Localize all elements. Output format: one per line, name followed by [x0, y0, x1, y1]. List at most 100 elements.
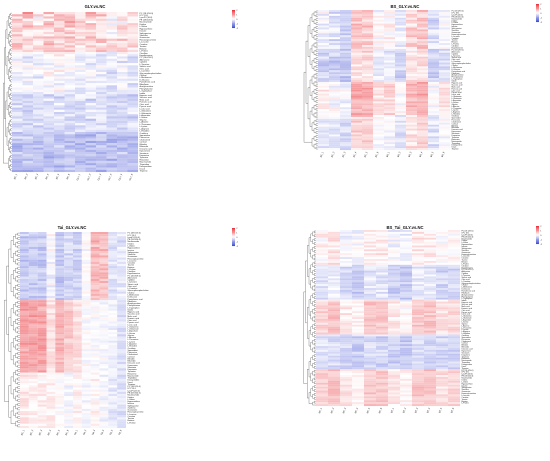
heatmap-cell	[373, 83, 385, 86]
heatmap-cell	[55, 281, 65, 284]
row-label: L-Valine	[128, 399, 136, 401]
heatmap-cell	[329, 25, 341, 28]
heatmap-cell	[81, 289, 91, 292]
heatmap-cell	[75, 94, 86, 97]
heatmap-cell	[117, 63, 128, 66]
heatmap-cell	[106, 152, 118, 155]
row-label: Riboflavin	[452, 73, 460, 75]
row-label: Cortisol	[128, 355, 135, 358]
row-label: Citric acid	[128, 319, 137, 322]
heatmap-cell	[412, 336, 425, 339]
heatmap-cell	[37, 334, 47, 337]
heatmap-cell	[96, 60, 107, 64]
heatmap-cell	[117, 107, 128, 110]
heatmap-cell	[436, 257, 449, 260]
heatmap-cell	[75, 143, 86, 146]
heatmap-cell	[75, 72, 86, 75]
heatmap-cell	[117, 304, 127, 307]
heatmap-cell	[448, 289, 461, 292]
heatmap-cell	[316, 239, 329, 242]
heatmap-cell	[384, 23, 396, 26]
heatmap-cell	[33, 129, 44, 133]
row-label: Lactic acid	[462, 313, 471, 316]
heatmap-cell	[54, 120, 65, 124]
heatmap-cell	[424, 266, 437, 269]
heatmap-cell	[400, 297, 413, 300]
heatmap-cell	[384, 66, 396, 69]
heatmap-cell	[340, 266, 353, 269]
heatmap-cell	[436, 378, 449, 381]
dendrogram-branch	[313, 35, 316, 40]
heatmap-cell	[428, 33, 440, 36]
heatmap-cell	[318, 25, 330, 28]
heatmap-cell	[329, 68, 341, 71]
heatmap-cell	[28, 272, 38, 275]
heatmap-cell	[81, 251, 91, 254]
heatmap-cell	[328, 382, 341, 385]
heatmap-cell	[54, 76, 65, 79]
heatmap-cell	[64, 266, 74, 269]
heatmap-cell	[364, 309, 377, 312]
heatmap-cell	[73, 302, 82, 305]
heatmap-cell	[117, 421, 127, 424]
heatmap-cell	[55, 300, 65, 303]
heatmap-cell	[127, 125, 139, 128]
heatmap-cell	[412, 293, 425, 296]
column-label: Tai_3	[92, 429, 96, 436]
column-label: GLY_1	[77, 173, 82, 181]
heatmap-cell	[75, 145, 86, 148]
heatmap-cell	[351, 35, 363, 38]
heatmap-cell	[99, 408, 109, 412]
heatmap-cell	[55, 383, 65, 386]
heatmap-cell	[428, 95, 440, 98]
heatmap-cell	[448, 297, 461, 300]
heatmap-cell	[96, 74, 107, 77]
heatmap-cell	[439, 140, 451, 143]
heatmap-cell	[395, 60, 407, 63]
row-label: Inosine	[140, 31, 148, 33]
row-label: Ergothioneine	[140, 54, 154, 57]
heatmap-cell	[55, 351, 65, 354]
heatmap-cell	[54, 27, 65, 30]
heatmap-cell	[448, 243, 461, 246]
heatmap-cell	[96, 40, 107, 44]
heatmap-cell	[329, 87, 341, 90]
heatmap-cell	[351, 10, 363, 12]
heatmap-cell	[55, 393, 65, 397]
heatmap-cell	[400, 268, 413, 271]
row-label: L-Threonine	[462, 327, 472, 329]
heatmap-cell	[46, 425, 56, 429]
heatmap-cell	[28, 304, 38, 307]
heatmap-cell	[108, 283, 118, 286]
heatmap-cell	[43, 129, 55, 133]
heatmap-cell	[400, 315, 413, 318]
heatmap-cell	[106, 169, 118, 173]
row-label: Thymine	[128, 384, 137, 386]
heatmap-cell	[117, 80, 128, 84]
heatmap-cell	[328, 291, 341, 294]
heatmap-cell	[46, 393, 56, 397]
heatmap-cell	[73, 304, 82, 307]
heatmap-cell	[75, 80, 86, 84]
row-label: Inosine	[452, 26, 458, 28]
heatmap-cell	[448, 315, 461, 318]
heatmap-cell	[352, 386, 365, 389]
heatmap-cell	[20, 272, 29, 275]
dendrogram-branch	[3, 82, 9, 164]
heatmap-cell	[81, 332, 91, 335]
row-label: Biliverdin	[128, 360, 136, 363]
heatmap-cell	[127, 152, 139, 155]
heatmap-cell	[75, 132, 86, 135]
dendrogram-branch	[313, 19, 316, 24]
heatmap-cell	[64, 156, 76, 159]
heatmap-cell	[73, 300, 82, 303]
heatmap-cell	[28, 295, 38, 299]
dendrogram-branch	[15, 336, 18, 341]
heatmap-cell	[90, 257, 100, 260]
heatmap-cell	[318, 37, 330, 40]
row-label: Guanosine	[452, 32, 461, 34]
heatmap-cell	[329, 13, 341, 16]
heatmap-cell	[362, 146, 374, 149]
heatmap-cell	[73, 381, 82, 384]
heatmap-cell	[28, 379, 38, 382]
